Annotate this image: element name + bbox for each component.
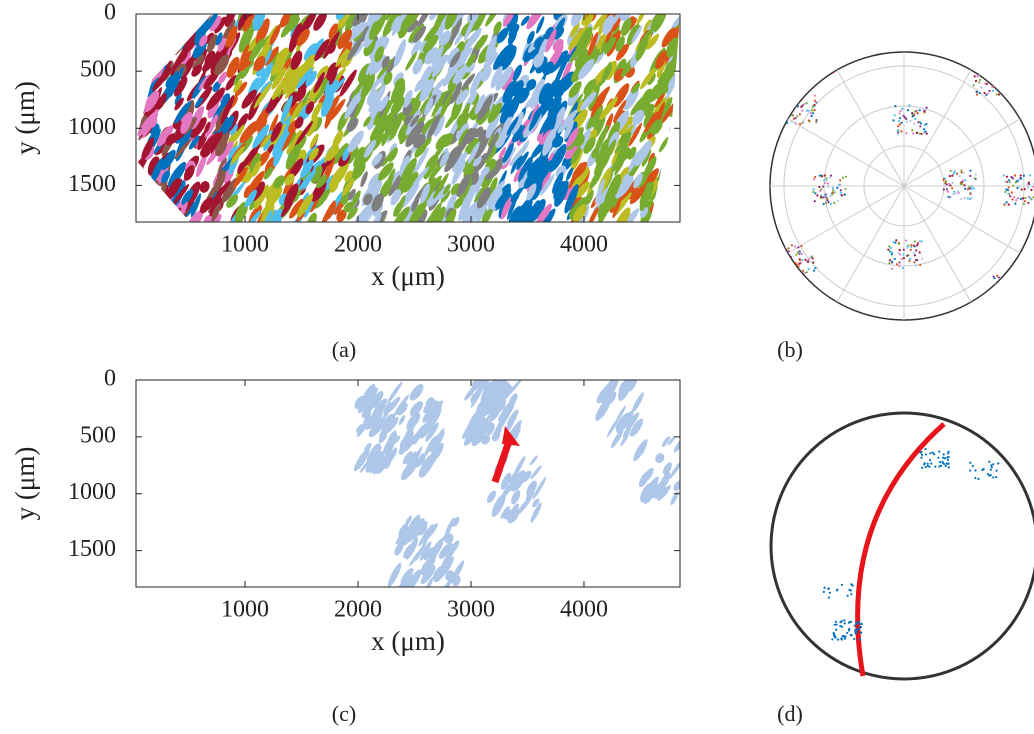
arrow-head <box>502 426 520 446</box>
y-axis-label: y (μm) <box>10 81 40 155</box>
x-tick-label: 3000 <box>447 232 495 258</box>
x-tick-label: 1000 <box>221 597 269 623</box>
x-tick-label: 2000 <box>334 597 382 623</box>
panel-label: (a) <box>332 337 356 362</box>
x-tick-label: 2000 <box>334 232 382 258</box>
x-tick-label: 4000 <box>560 597 608 623</box>
x-tick-label: 4000 <box>560 232 608 258</box>
y-tick-label: 1000 <box>68 479 116 505</box>
grain-map <box>353 380 680 587</box>
y-tick-label: 0 <box>104 366 116 392</box>
y-tick-label: 0 <box>104 0 116 26</box>
axes-frame <box>135 379 681 588</box>
pole-figure <box>769 411 1034 681</box>
x-tick-label: 3000 <box>447 597 495 623</box>
pole-figure <box>769 51 1034 321</box>
y-tick-label: 1500 <box>68 536 116 562</box>
y-axis-label: y (μm) <box>10 447 40 521</box>
x-tick-label: 1000 <box>221 232 269 258</box>
panel-label: (c) <box>332 701 356 726</box>
axes-frame <box>135 13 681 223</box>
panel-label: (d) <box>777 701 803 726</box>
x-axis-label: x (μm) <box>371 261 445 291</box>
panel-label: (b) <box>777 337 803 362</box>
grain-map <box>136 14 680 222</box>
arrow <box>491 436 514 484</box>
x-axis-label: x (μm) <box>371 626 445 656</box>
y-tick-label: 500 <box>80 57 116 83</box>
y-tick-label: 1500 <box>68 171 116 197</box>
y-tick-label: 500 <box>80 422 116 448</box>
y-tick-label: 1000 <box>68 114 116 140</box>
axes: 1000 2000 3000 4000 0 500 1000 1500 x (μm) y (μm)… <box>10 0 803 726</box>
